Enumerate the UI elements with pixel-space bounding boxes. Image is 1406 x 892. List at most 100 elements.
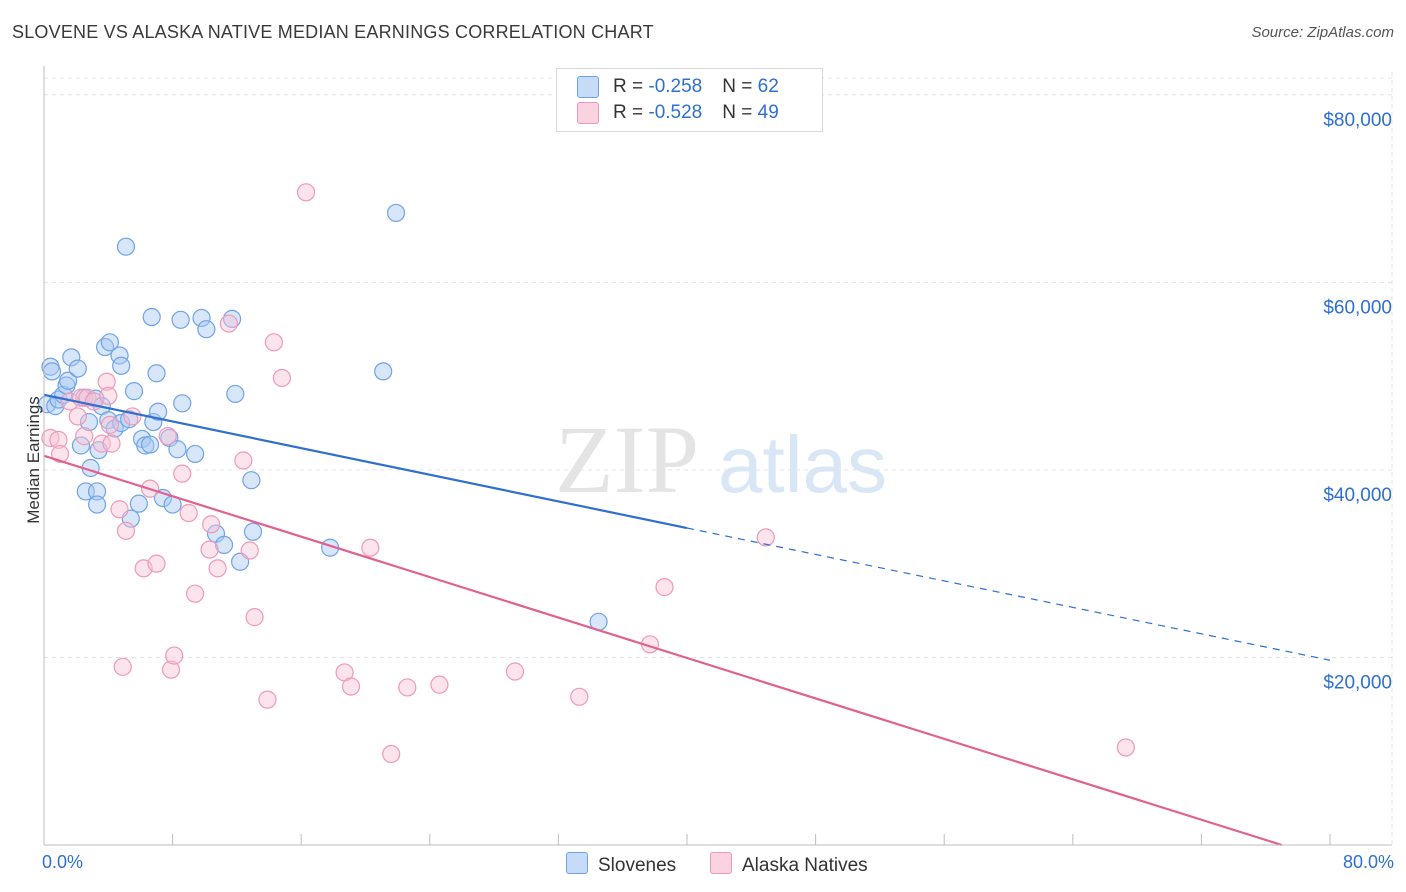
- alaska-natives-point: [75, 427, 94, 446]
- alaska-natives-trend-line: [43, 454, 1283, 847]
- alaska-natives-point: [50, 444, 70, 464]
- legend-r-value: -0.528: [648, 102, 703, 124]
- legend-row-slovenes: R = -0.258 N = 62: [577, 76, 779, 100]
- alaska-natives-point: [161, 660, 181, 679]
- slovenes-point: [242, 471, 261, 490]
- alaska-natives-point: [382, 744, 401, 764]
- bottom-legend-swatch-blue: [566, 852, 588, 874]
- alaska-natives-point: [264, 333, 283, 352]
- slovenes-point: [186, 444, 205, 464]
- slovenes-point: [142, 307, 161, 327]
- alaska-natives-point: [655, 578, 674, 597]
- alaska-natives-point: [505, 662, 525, 681]
- slovenes-point: [120, 410, 139, 429]
- alaska-natives-point: [158, 427, 177, 446]
- slovenes-point: [68, 359, 87, 378]
- slovenes-trend-line: [43, 393, 688, 530]
- alaska-natives-point: [179, 503, 198, 523]
- slovenes-point: [226, 384, 245, 404]
- slovenes-point: [374, 362, 393, 381]
- bottom-legend-label-slovenes: Slovenes: [598, 855, 677, 876]
- y-axis-label: Median Earnings: [24, 396, 43, 524]
- chart-title: SLOVENE VS ALASKA NATIVE MEDIAN EARNINGS…: [12, 22, 654, 42]
- alaska-natives-points: [41, 183, 1135, 764]
- trend-lines: [43, 393, 1331, 847]
- alaska-natives-point: [173, 464, 192, 483]
- slovenes-point: [59, 371, 78, 390]
- alaska-natives-point: [219, 314, 238, 333]
- alaska-natives-point: [99, 386, 118, 405]
- alaska-natives-point: [68, 407, 87, 426]
- slovenes-point: [149, 402, 168, 421]
- alaska-natives-point: [186, 584, 205, 603]
- alaska-natives-point: [570, 687, 589, 706]
- slovenes-point: [192, 308, 211, 328]
- alaska-natives-point: [110, 500, 129, 519]
- alaska-natives-point: [49, 430, 68, 449]
- slovenes-point: [42, 362, 62, 381]
- y-tick-label: $20,000: [1323, 672, 1392, 693]
- bottom-legend-slovenes: Slovenes: [566, 852, 676, 877]
- alaska-natives-point: [97, 372, 116, 391]
- alaska-natives-point: [272, 368, 292, 388]
- x-tick-label-min: 0.0%: [42, 852, 84, 872]
- slovenes-point: [140, 435, 160, 454]
- slovenes-point: [116, 237, 136, 256]
- legend-row-alaska-natives: R = -0.528 N = 49: [577, 102, 779, 126]
- bottom-legend-label-alaska-natives: Alaska Natives: [742, 855, 868, 876]
- slovenes-point: [62, 348, 81, 367]
- y-tick-label: $40,000: [1323, 485, 1392, 506]
- legend-swatch-pink: [577, 102, 599, 124]
- slovenes-point: [171, 310, 190, 329]
- alaska-natives-point: [240, 541, 259, 560]
- alaska-natives-point: [200, 540, 219, 559]
- alaska-natives-point: [1116, 738, 1135, 757]
- alaska-natives-point: [756, 528, 775, 547]
- alaska-natives-point: [341, 677, 361, 696]
- bottom-legend-alaska-natives: Alaska Natives: [710, 852, 868, 877]
- slovenes-point: [147, 364, 166, 383]
- watermark: ZIP atlas: [555, 406, 887, 513]
- slovenes-point: [386, 203, 406, 223]
- alaska-natives-point: [258, 690, 277, 709]
- slovenes-point: [112, 356, 131, 375]
- legend-n-value: 62: [757, 76, 779, 98]
- slovenes-point: [100, 333, 120, 352]
- legend-r-value: -0.258: [648, 76, 703, 98]
- alaska-natives-point: [100, 415, 120, 434]
- legend-n-label: N =: [722, 102, 758, 124]
- legend-r-label: R =: [613, 102, 649, 124]
- alaska-natives-point: [113, 657, 132, 676]
- bottom-legend-swatch-pink: [710, 852, 732, 874]
- slovenes-point: [87, 495, 107, 514]
- axes: $20,000 $40,000 $60,000 $80,000: [43, 66, 1392, 846]
- y-tick-label: $80,000: [1323, 110, 1392, 131]
- alaska-natives-point: [208, 559, 227, 578]
- alaska-natives-point: [296, 183, 316, 202]
- alaska-natives-point: [245, 608, 264, 627]
- legend-r-label: R =: [613, 76, 649, 98]
- source-label: Source: ZipAtlas.com: [1251, 24, 1394, 41]
- slovenes-point: [87, 482, 107, 501]
- slovenes-point: [79, 412, 99, 432]
- watermark-zip: ZIP: [555, 406, 699, 513]
- legend-n-value: 49: [757, 102, 779, 124]
- slovenes-point: [197, 320, 216, 339]
- slovenes-point: [243, 522, 263, 541]
- alaska-natives-point: [165, 646, 184, 665]
- grid-layer: [44, 72, 1393, 845]
- slovenes-trend-extension: [686, 527, 1331, 661]
- alaska-natives-point: [92, 434, 111, 453]
- alaska-natives-point: [234, 451, 253, 470]
- alaska-natives-point: [398, 678, 417, 697]
- alaska-natives-point: [123, 407, 142, 426]
- legend-n-label: N =: [722, 76, 758, 98]
- watermark-atlas: atlas: [718, 420, 887, 509]
- slovenes-point: [168, 440, 187, 459]
- x-tick-label-max: 80.0%: [1342, 852, 1394, 872]
- legend-swatch-blue: [577, 76, 599, 98]
- slovenes-point: [214, 535, 234, 555]
- alaska-natives-point: [116, 521, 136, 540]
- slovenes-point: [124, 382, 144, 401]
